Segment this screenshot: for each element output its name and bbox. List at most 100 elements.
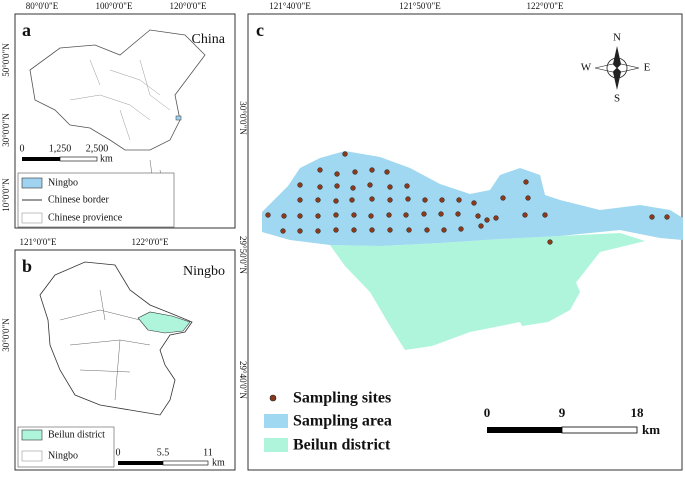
province-lines [69,59,171,141]
sampling-site [352,169,358,175]
sampling-site [297,182,303,188]
panel-title: China [192,32,226,47]
sampling-site [484,217,490,223]
scale-unit: km [212,457,225,468]
scale-unit: km [100,153,113,164]
sampling-site [525,195,531,201]
compass-label: S [614,93,620,105]
legend-swatch [21,212,43,224]
sampling-site [522,212,528,218]
legend-box [17,172,175,228]
china-outline [29,29,206,151]
sampling-site [349,197,355,203]
compass-point [613,46,621,68]
sampling-site [403,212,409,218]
frame [247,13,683,471]
sampling-site [649,214,655,220]
sampling-site [315,228,321,234]
sampling-site [422,197,428,203]
scale-bar [22,157,60,161]
ningbo-mark [175,115,182,121]
sampling-site [475,213,481,219]
sampling-site [387,227,393,233]
compass-point [616,63,640,73]
legend-dot [269,394,277,402]
panel-letter: c [256,20,264,40]
sampling-site [387,184,393,190]
panel-a: a China 80°0'0"E 100°0'0"E 120°0'0"E 50°… [1,1,236,229]
sampling-site [265,212,271,218]
legend-label: Sampling area [293,413,392,430]
panel-letter: a [22,20,31,40]
side-label: 30°0'0"N [238,101,248,135]
sampling-site [317,184,323,190]
scale-unit: km [642,422,660,437]
legend-swatch [21,177,43,189]
compass-label: W [581,62,592,74]
sampling-site [334,171,340,177]
scale-label: 2,500 [86,143,109,154]
scale-label: 5.5 [157,447,170,458]
legend-label: Beilun district [48,429,105,440]
sampling-site [438,211,444,217]
top-label: 122°0'0"E [132,237,169,247]
sampling-site [317,167,323,173]
sampling-site [405,196,411,202]
legend-swatch [21,450,43,462]
scale-bar [487,427,562,433]
scale-bar [162,460,209,466]
legend-swatch [264,414,288,428]
legend-swatch [264,438,288,452]
legend-label: Ningbo [48,450,78,461]
sampling-site [369,227,375,233]
sampling-site [493,215,499,221]
beilun-area [330,233,645,350]
top-label: 100°0'0"E [96,1,133,11]
sampling-site [297,213,303,219]
scale-label: 9 [559,405,566,420]
side-label: 10°0'0"N [1,178,11,212]
sampling-site [351,212,357,218]
legend-swatch [21,429,43,441]
panel-letter: b [22,256,32,276]
sampling-site [280,228,286,234]
sampling-site [387,197,393,203]
compass-label: E [644,62,651,74]
sampling-site [368,213,374,219]
sampling-site [478,223,484,229]
sampling-site [342,151,348,157]
top-label: 121°0'0"E [20,237,57,247]
sampling-site [386,212,392,218]
sampling-site [456,197,462,203]
sampling-site [500,195,506,201]
sampling-site [315,197,321,203]
sampling-site [458,226,464,232]
sampling-site [333,227,339,233]
scale-bar [561,426,638,434]
sampling-site [351,227,357,233]
scale-label: 0 [484,405,491,420]
sampling-site [297,228,303,234]
sampling-site [333,198,339,204]
district-lines [59,289,151,401]
sampling-site [315,213,321,219]
legend-label: Chinese provience [48,212,123,223]
sampling-site [523,179,529,185]
sampling-site [350,185,356,191]
sampling-site [333,212,339,218]
panel-c: c 121°40'0"E 121°50'0"E 122°0'0"E 30°0'0… [238,1,683,471]
sampling-area [262,151,683,246]
sampling-site [369,167,375,173]
sampling-site [471,200,477,206]
sampling-site [334,183,340,189]
sampling-site [424,227,430,233]
legend-label: Ningbo [48,177,78,188]
top-label: 120°0'0"E [170,1,207,11]
legend-label: Chinese border [48,194,109,205]
compass-point [594,63,618,73]
island [515,280,580,326]
compass-point [613,68,621,90]
sampling-site [369,196,375,202]
sampling-site [281,213,287,219]
sampling-site [441,227,447,233]
